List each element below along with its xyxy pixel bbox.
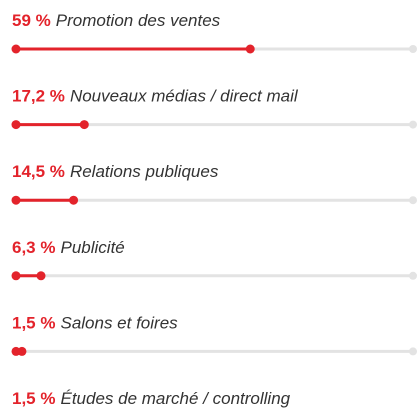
track-end <box>409 196 417 205</box>
row-label: 17,2 % Nouveaux médias / direct mail <box>12 87 299 106</box>
category-label: Nouveaux médias / direct mail <box>70 87 299 106</box>
bar-end <box>79 120 89 130</box>
category-label: Promotion des ventes <box>56 11 221 30</box>
category-label: Salons et foires <box>60 314 178 333</box>
value-label: 17,2 % <box>12 87 65 106</box>
value-label: 14,5 % <box>12 163 65 182</box>
row-label: 6,3 % Publicité <box>12 238 125 257</box>
bar-start <box>11 120 21 130</box>
category-label: Relations publiques <box>70 163 219 182</box>
track-end <box>409 347 417 356</box>
value-label: 1,5 % <box>12 314 55 333</box>
track-end <box>409 45 417 53</box>
value-label: 1,5 % <box>12 389 55 408</box>
value-label: 59 % <box>12 11 51 30</box>
category-label: Publicité <box>60 238 124 257</box>
bar-start <box>11 195 21 205</box>
bar-start <box>11 271 21 281</box>
row-label: 14,5 % Relations publiques <box>12 163 219 182</box>
bar-end <box>245 44 255 54</box>
row-label: 59 % Promotion des ventes <box>12 11 221 30</box>
track-end <box>409 120 417 129</box>
bar-end <box>36 271 46 281</box>
category-label: Études de marché / controlling <box>60 389 290 408</box>
row-label: 1,5 % Salons et foires <box>12 314 178 333</box>
row-label: 1,5 % Études de marché / controlling <box>12 389 291 408</box>
bar-end <box>69 195 79 205</box>
value-label: 6,3 % <box>12 238 55 257</box>
bar-start <box>11 44 21 54</box>
track-end <box>409 271 417 280</box>
bar-end <box>17 346 27 356</box>
